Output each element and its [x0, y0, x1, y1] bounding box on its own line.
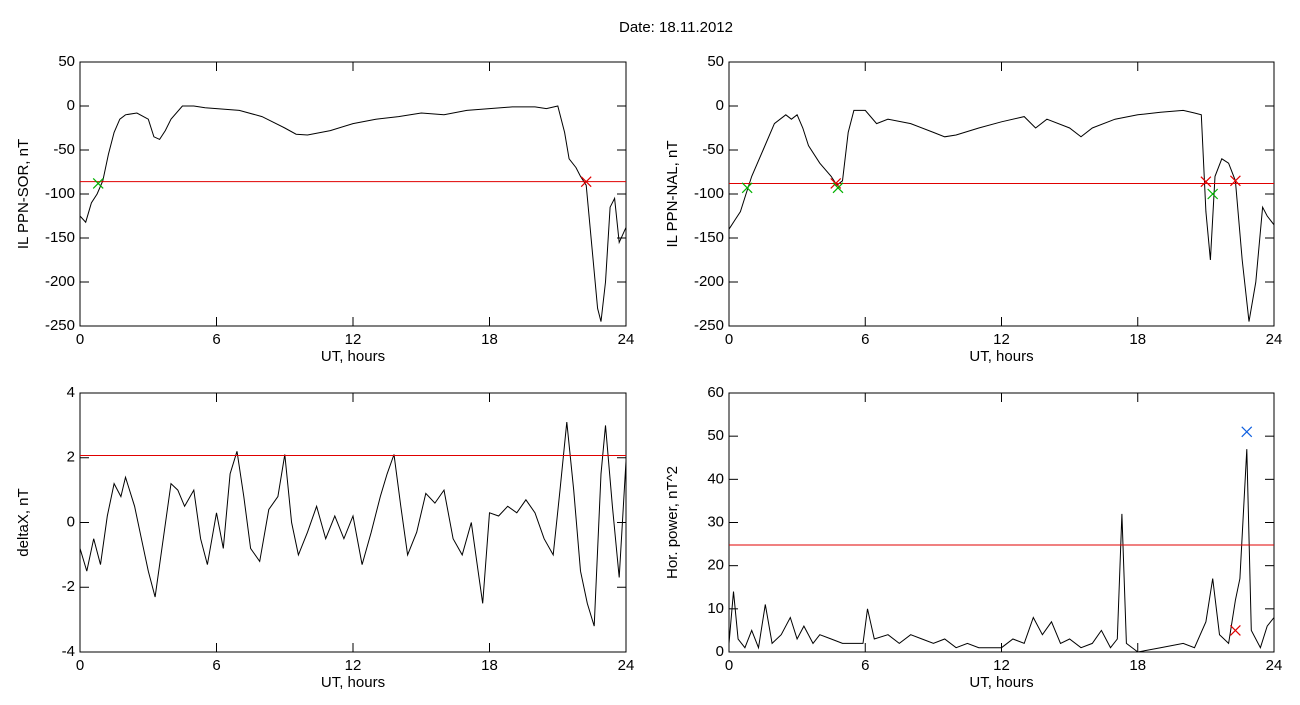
x-tick-label: 6: [212, 657, 220, 674]
marker: [92, 178, 104, 189]
x-tick-label: 12: [993, 657, 1010, 674]
x-tick-label: 12: [345, 657, 362, 674]
y-tick-label: 0: [716, 97, 724, 114]
marker: [832, 182, 844, 194]
y-tick-label: -150: [45, 229, 75, 246]
plot-frame: [79, 392, 627, 653]
x-tick-label: 6: [212, 331, 220, 348]
data-line: [728, 449, 1275, 653]
y-tick-label: 4: [67, 384, 75, 401]
x-tick-label: 18: [1129, 331, 1146, 348]
plot-frame: [79, 61, 627, 327]
y-tick-label: 0: [716, 643, 724, 660]
x-axis-label: UT, hours: [321, 348, 385, 365]
x-axis-label: UT, hours: [321, 674, 385, 691]
x-tick-label: 18: [481, 657, 498, 674]
plot-frame: [728, 392, 1275, 653]
y-tick-label: 50: [707, 427, 724, 444]
y-tick-label: -50: [702, 141, 724, 158]
y-tick-label: 40: [707, 470, 724, 487]
y-tick-label: -2: [62, 578, 75, 595]
marker: [1207, 188, 1219, 200]
y-tick-label: 2: [67, 449, 75, 466]
x-tick-label: 0: [76, 331, 84, 348]
x-tick-label: 12: [993, 331, 1010, 348]
y-tick-label: -250: [45, 317, 75, 334]
y-axis-label: deltaX, nT: [15, 488, 32, 556]
y-tick-label: 60: [707, 384, 724, 401]
y-axis-label: IL PPN-NAL, nT: [664, 141, 681, 248]
y-tick-label: 20: [707, 557, 724, 574]
marker: [1229, 624, 1241, 636]
y-tick-label: -4: [62, 643, 75, 660]
y-tick-label: 50: [58, 53, 75, 70]
y-tick-label: -100: [694, 185, 724, 202]
data-line: [79, 422, 627, 627]
y-tick-label: -200: [694, 273, 724, 290]
x-tick-label: 0: [725, 331, 733, 348]
y-tick-label: 50: [707, 53, 724, 70]
x-tick-label: 6: [861, 331, 869, 348]
x-tick-label: 18: [1129, 657, 1146, 674]
x-axis-label: UT, hours: [969, 348, 1033, 365]
y-tick-label: -150: [694, 229, 724, 246]
marker: [1200, 176, 1212, 188]
y-tick-label: -200: [45, 273, 75, 290]
x-tick-label: 24: [618, 657, 635, 674]
data-line: [728, 109, 1275, 322]
y-tick-label: -50: [53, 141, 75, 158]
y-tick-label: 0: [67, 97, 75, 114]
y-tick-label: 10: [707, 600, 724, 617]
marker: [1241, 426, 1253, 438]
marker: [580, 176, 592, 188]
x-tick-label: 24: [618, 331, 635, 348]
y-tick-label: -250: [694, 317, 724, 334]
y-tick-label: -100: [45, 185, 75, 202]
x-tick-label: 18: [481, 331, 498, 348]
plot-frame: [728, 61, 1275, 327]
y-tick-label: 0: [67, 513, 75, 530]
x-tick-label: 0: [76, 657, 84, 674]
x-tick-label: 24: [1266, 657, 1283, 674]
x-tick-label: 12: [345, 331, 362, 348]
y-tick-label: 30: [707, 513, 724, 530]
x-tick-label: 0: [725, 657, 733, 674]
marker: [741, 182, 753, 194]
y-axis-label: IL PPN-SOR, nT: [15, 139, 32, 249]
x-tick-label: 6: [861, 657, 869, 674]
figure-title: Date: 18.11.2012: [619, 19, 733, 36]
x-axis-label: UT, hours: [969, 674, 1033, 691]
marker: [1229, 175, 1241, 187]
x-tick-label: 24: [1266, 331, 1283, 348]
y-axis-label: Hor. power, nT^2: [664, 466, 681, 579]
data-line: [79, 105, 627, 322]
